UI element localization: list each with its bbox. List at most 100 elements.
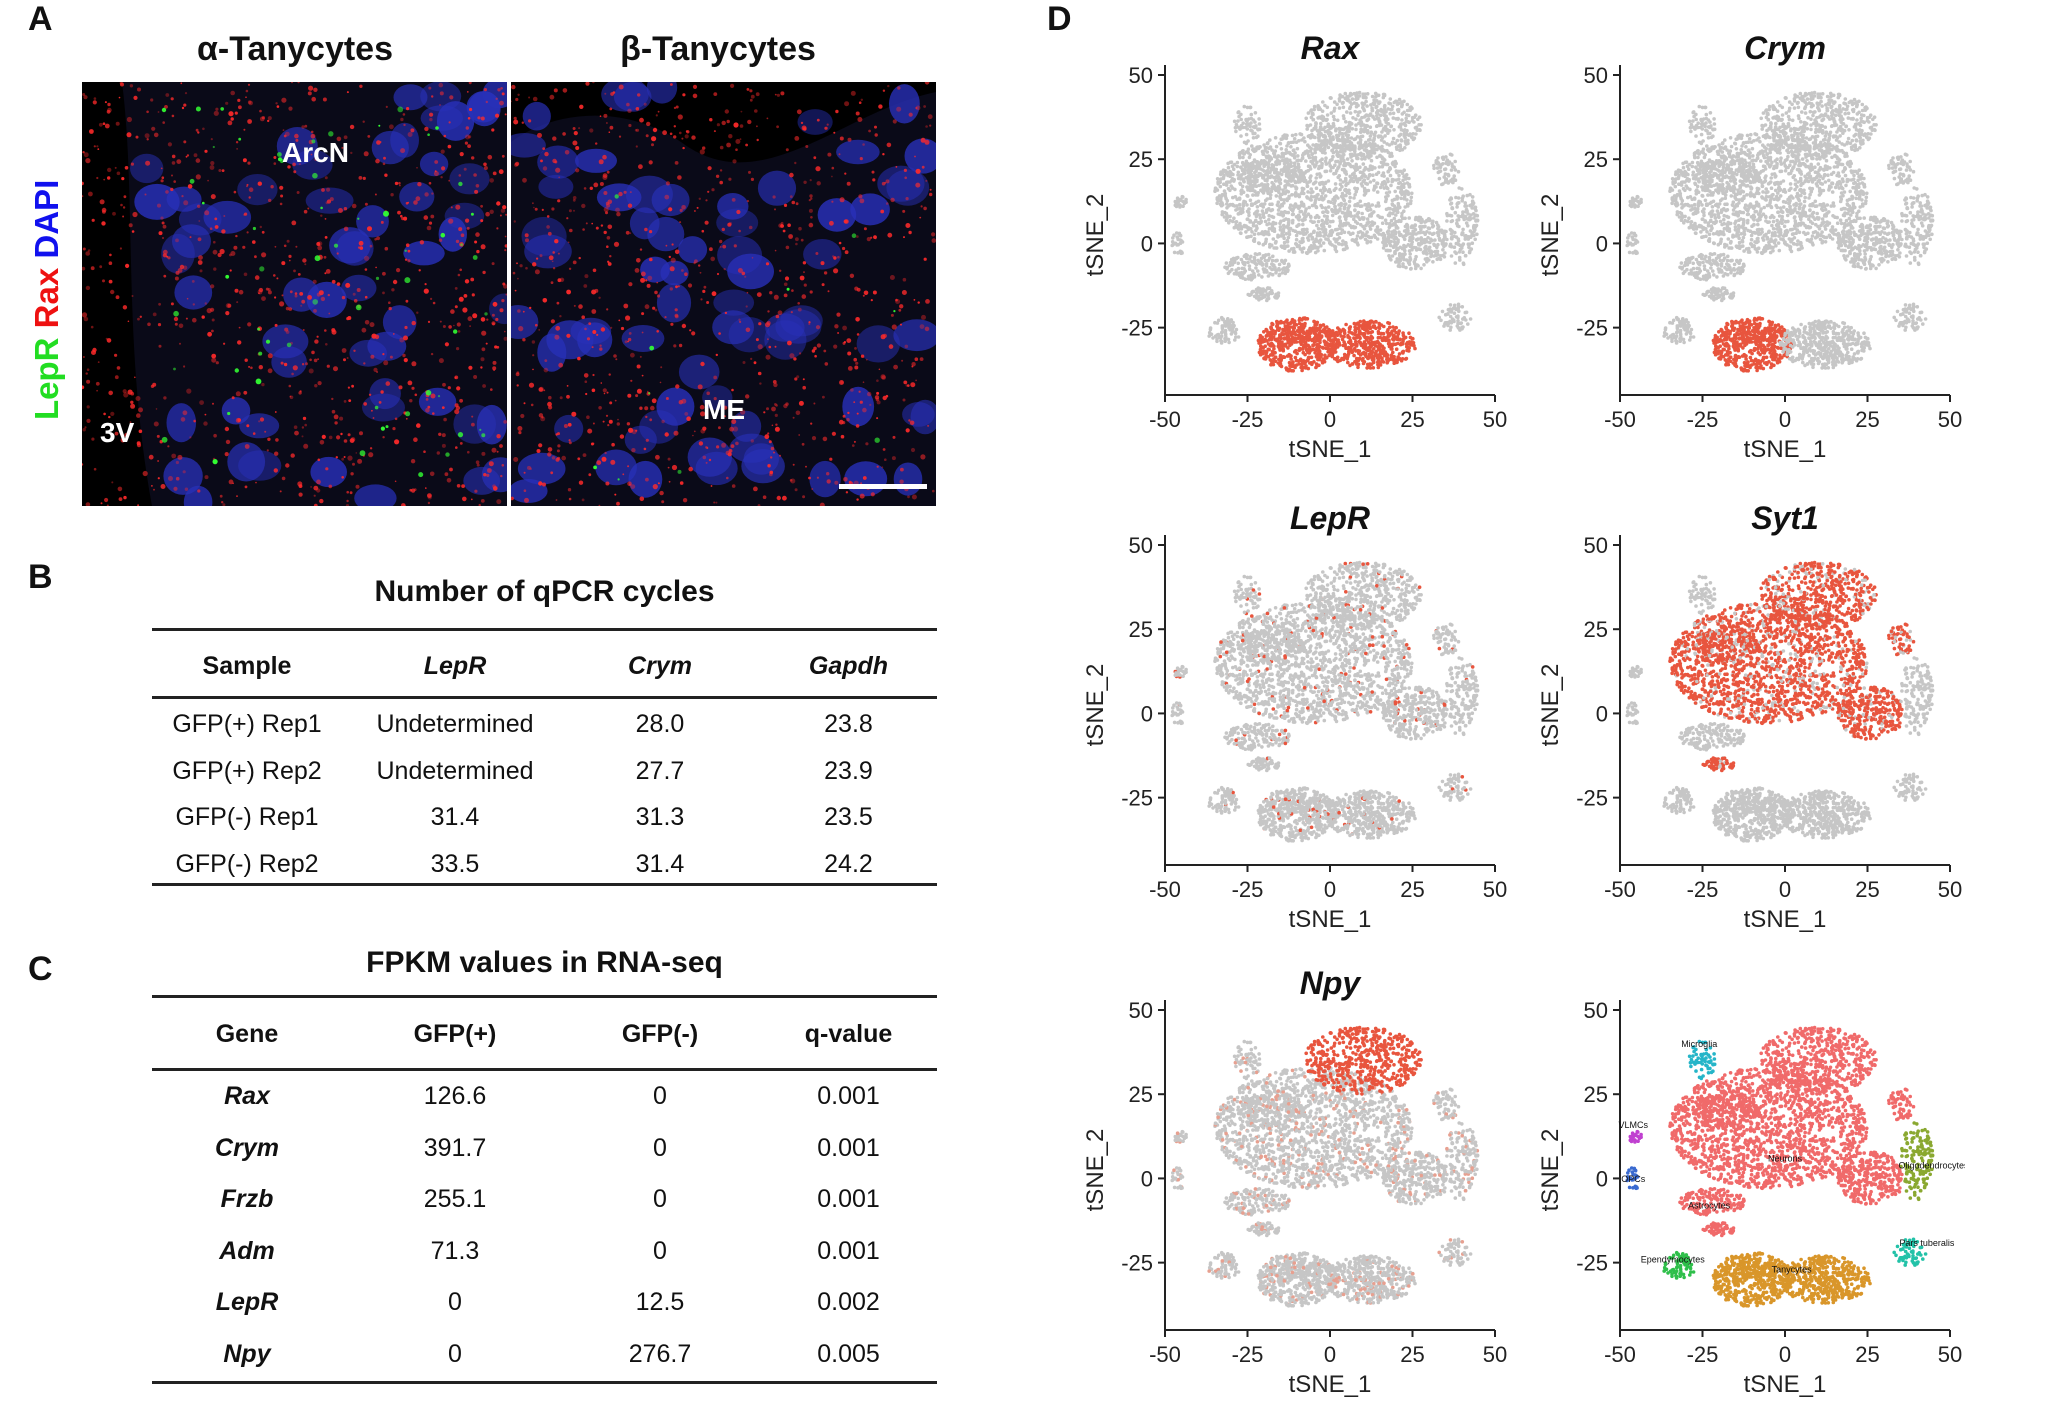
scatter-point xyxy=(1687,216,1691,220)
scatter-point xyxy=(1386,169,1390,174)
scatter-point xyxy=(1380,155,1384,159)
scatter-point xyxy=(1318,238,1323,242)
scatter-point xyxy=(1368,330,1373,335)
scatter-point xyxy=(1293,180,1298,185)
scatter-point xyxy=(1343,91,1348,96)
scatter-point xyxy=(1390,177,1395,182)
scatter-point xyxy=(1290,221,1295,225)
scatter-point xyxy=(1350,238,1355,242)
scatter-point xyxy=(1807,196,1811,200)
scatter-point xyxy=(1249,121,1253,125)
scatter-point xyxy=(1804,225,1809,230)
scatter-point xyxy=(1257,145,1262,149)
scatter-point xyxy=(1374,172,1379,176)
scatter-point xyxy=(1353,109,1358,114)
scatter-point xyxy=(1351,116,1355,120)
scatter-point xyxy=(1389,107,1393,112)
scatter-point xyxy=(1388,206,1392,211)
scatter-point xyxy=(1420,217,1424,222)
scatter-point xyxy=(1335,118,1340,123)
scatter-point xyxy=(1251,289,1256,294)
scatter-point xyxy=(1457,224,1461,229)
scatter-point xyxy=(1174,201,1178,205)
scatter-point xyxy=(1297,321,1302,326)
scatter-point xyxy=(1391,111,1396,116)
scatter-point xyxy=(1257,122,1262,126)
scatter-point xyxy=(1403,192,1407,197)
scatter-point xyxy=(1276,361,1280,365)
scatter-point xyxy=(1249,234,1253,239)
scatter-point xyxy=(1332,244,1337,249)
scatter-point xyxy=(1718,219,1723,224)
scatter-point xyxy=(1230,219,1235,224)
scatter-point xyxy=(1827,188,1831,192)
scatter-point xyxy=(1263,258,1268,263)
scatter-point xyxy=(1330,350,1335,354)
scatter-point xyxy=(1318,147,1323,152)
scatter-point xyxy=(1384,110,1388,114)
label-arcn: ArcN xyxy=(282,137,349,169)
scatter-point xyxy=(1264,146,1269,150)
scatter-point xyxy=(1430,221,1434,226)
scatter-point xyxy=(1273,136,1278,140)
scatter-point xyxy=(1452,245,1457,249)
scatter-point xyxy=(1267,256,1272,260)
scatter-point xyxy=(1233,187,1237,192)
scatter-point xyxy=(1337,203,1341,207)
scatter-point xyxy=(1757,136,1761,140)
scatter-point xyxy=(1734,147,1739,151)
scatter-point xyxy=(1288,321,1293,326)
scatter-point xyxy=(1234,208,1238,212)
scatter-point xyxy=(1336,159,1340,164)
scatter-point xyxy=(1364,181,1368,186)
scatter-point xyxy=(1307,180,1311,184)
scatter-point xyxy=(1253,111,1258,115)
scatter-point xyxy=(1778,194,1783,198)
scatter-point xyxy=(1228,174,1232,178)
scatter-point xyxy=(1256,232,1261,236)
scatter-point xyxy=(1266,354,1271,359)
scatter-point xyxy=(1358,138,1363,142)
fpkm-header-2: GFP(-) xyxy=(560,1020,760,1049)
scatter-point xyxy=(1380,136,1385,140)
scatter-point xyxy=(1367,220,1371,225)
scatter-point xyxy=(1228,214,1232,219)
scatter-point xyxy=(1302,215,1307,220)
scatter-point xyxy=(1394,236,1399,241)
scatter-point xyxy=(1382,140,1386,144)
scatter-point xyxy=(1414,132,1418,136)
scatter-point xyxy=(1236,335,1241,339)
scatter-point xyxy=(1470,231,1474,235)
fpkm-table-top-rule xyxy=(152,995,937,998)
scatter-point xyxy=(1335,153,1339,157)
scatter-point xyxy=(1306,190,1310,194)
scatter-point xyxy=(1401,331,1405,335)
scatter-point xyxy=(1848,164,1852,169)
scatter-point xyxy=(1291,360,1295,364)
scatter-point xyxy=(1233,338,1237,342)
fpkm-table-bottom-rule xyxy=(152,1381,937,1384)
scatter-point xyxy=(1314,146,1319,150)
scatter-point xyxy=(1223,169,1228,173)
scatter-point xyxy=(1278,205,1282,209)
scatter-point xyxy=(1371,360,1376,365)
scatter-point xyxy=(1421,230,1426,235)
y-tick-label: 0 xyxy=(1596,231,1608,256)
scatter-point xyxy=(1389,218,1394,223)
scatter-point xyxy=(1275,296,1279,300)
scatter-point xyxy=(1332,195,1337,200)
scatter-point xyxy=(1857,168,1861,172)
scatter-point xyxy=(1374,92,1378,97)
scatter-point xyxy=(1764,187,1768,191)
scatter-point xyxy=(1386,107,1390,111)
scatter-point xyxy=(1746,212,1751,217)
scatter-point xyxy=(1281,169,1286,174)
scatter-point xyxy=(1442,232,1447,236)
scatter-point xyxy=(1364,167,1368,171)
scatter-point xyxy=(1180,240,1185,244)
scatter-point xyxy=(1439,228,1443,233)
scatter-point xyxy=(1246,260,1250,265)
scatter-point xyxy=(1344,188,1348,192)
y-tick-label: 0 xyxy=(1141,231,1153,256)
scatter-point xyxy=(1316,219,1321,224)
